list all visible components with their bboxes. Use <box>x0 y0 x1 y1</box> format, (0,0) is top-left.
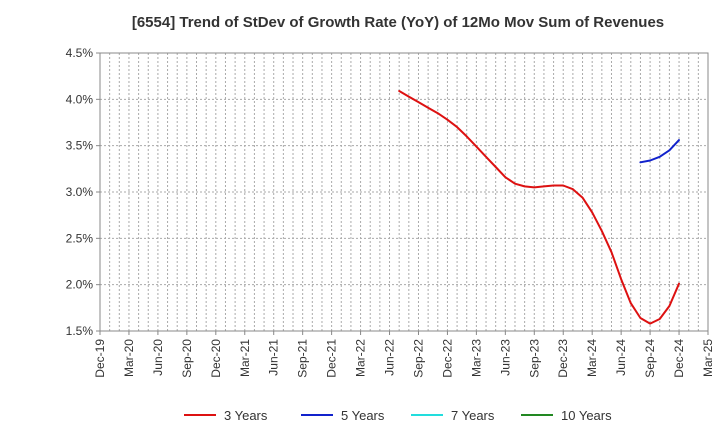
x-tick-label: Jun-23 <box>498 339 512 376</box>
y-tick-label: 3.0% <box>66 185 94 199</box>
x-tick-label: Jun-21 <box>267 339 281 376</box>
x-tick-label: Sep-24 <box>643 339 657 378</box>
x-tick-label: Mar-23 <box>469 339 483 377</box>
y-axis: 1.5% 2.0% 2.5% 3.0% 3.5% 4.0% 4.5% <box>66 46 100 338</box>
legend-label-3-years: 3 Years <box>224 408 268 423</box>
x-tick-label: Dec-21 <box>325 339 339 378</box>
x-tick-label: Sep-23 <box>527 339 541 378</box>
x-tick-label: Sep-20 <box>180 339 194 378</box>
x-tick-label: Dec-19 <box>93 339 107 378</box>
legend: 3 Years 5 Years 7 Years 10 Years <box>184 408 612 423</box>
y-tick-label: 4.0% <box>66 92 94 106</box>
legend-label-10-years: 10 Years <box>561 408 612 423</box>
x-axis: Dec-19 Mar-20 Jun-20 Sep-20 Dec-20 Mar-21 Jun-… <box>93 331 715 378</box>
chart-title: [6554] Trend of StDev of Growth Rate (Yo… <box>131 14 665 31</box>
x-tick-label: Dec-22 <box>440 339 454 378</box>
x-tick-label: Dec-23 <box>556 339 570 378</box>
x-tick-label: Mar-25 <box>701 339 715 377</box>
x-tick-label: Sep-22 <box>411 339 425 378</box>
series-line-5-years <box>639 139 680 164</box>
x-tick-label: Jun-20 <box>151 339 165 376</box>
x-tick-label: Mar-24 <box>585 339 599 377</box>
x-tick-label: Dec-24 <box>672 339 686 378</box>
y-tick-label: 2.5% <box>66 231 94 245</box>
y-tick-label: 2.0% <box>66 278 94 292</box>
x-tick-label: Mar-21 <box>238 339 252 377</box>
x-tick-label: Jun-24 <box>614 339 628 376</box>
legend-label-7-years: 7 Years <box>451 408 495 423</box>
x-tick-label: Mar-22 <box>354 339 368 377</box>
x-tick-label: Sep-21 <box>296 339 310 378</box>
y-tick-label: 1.5% <box>66 324 94 338</box>
y-tick-label: 3.5% <box>66 139 94 153</box>
x-tick-label: Jun-22 <box>383 339 397 376</box>
series-layer <box>398 90 680 325</box>
x-tick-label: Mar-20 <box>122 339 136 377</box>
series-line-3-years <box>398 90 680 325</box>
x-tick-label: Dec-20 <box>209 339 223 378</box>
legend-label-5-years: 5 Years <box>341 408 385 423</box>
grid-layer <box>100 53 708 331</box>
y-tick-label: 4.5% <box>66 46 94 60</box>
